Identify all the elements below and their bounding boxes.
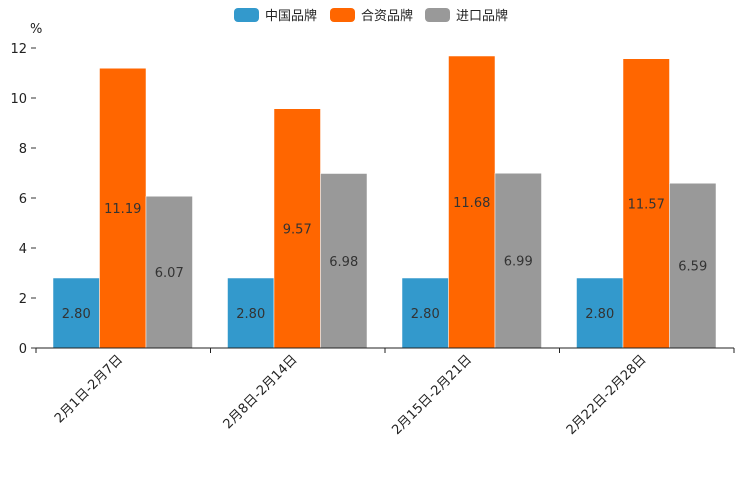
- x-tick-label-1: 2月1日-2月7日: [52, 352, 126, 426]
- legend-label-1: 中国品牌: [265, 8, 317, 24]
- x-axis: 2月1日-2月7日 2月8日-2月14日 2月15日-2月21日 2月22日-2月28…: [35, 347, 735, 438]
- y-axis: 0 2 4 6 8 10 12: [10, 42, 36, 357]
- legend-label-3: 进口品牌: [456, 8, 508, 24]
- x-tick-label-2: 2月8日-2月14日: [221, 352, 301, 432]
- data-label-1-1: 2.80: [62, 307, 91, 322]
- x-tick-label-3: 2月15日-2月21日: [389, 352, 475, 438]
- data-label-1-3: 2.80: [411, 307, 440, 322]
- legend-label-2: 合资品牌: [361, 8, 413, 24]
- data-label-3-2: 6.98: [329, 255, 358, 270]
- data-label-2-3: 11.68: [453, 196, 490, 211]
- y-tick-label-12: 12: [10, 42, 27, 57]
- bar-2-1[interactable]: [99, 68, 147, 349]
- legend-swatch-3[interactable]: [425, 8, 450, 22]
- bar-2-4[interactable]: [622, 58, 670, 349]
- bar-3-1[interactable]: [145, 196, 193, 349]
- y-tick-label-8: 8: [19, 142, 27, 157]
- data-label-3-1: 6.07: [155, 266, 184, 281]
- bar-1-4[interactable]: [576, 277, 624, 349]
- y-tick-label-2: 2: [19, 292, 27, 307]
- y-axis-unit-label: %: [30, 22, 42, 37]
- y-tick-label-0: 0: [19, 342, 27, 357]
- legend-swatch-2[interactable]: [330, 8, 355, 22]
- y-tick-label-6: 6: [19, 192, 27, 207]
- data-label-2-2: 9.57: [283, 222, 312, 237]
- y-tick-label-4: 4: [19, 242, 27, 257]
- data-label-1-4: 2.80: [585, 307, 614, 322]
- data-label-3-4: 6.59: [678, 260, 707, 275]
- bar-1-2[interactable]: [227, 277, 275, 349]
- data-label-1-2: 2.80: [236, 307, 265, 322]
- bar-3-2[interactable]: [320, 173, 368, 349]
- y-tick-label-10: 10: [10, 92, 27, 107]
- bars: 2.80 11.19 6.07 2.80 9.57 6.98 2.80 11.68 6.99 2.…: [52, 55, 717, 349]
- data-label-2-1: 11.19: [104, 202, 141, 217]
- bar-3-3[interactable]: [494, 173, 542, 349]
- data-label-3-3: 6.99: [504, 255, 533, 270]
- legend-swatch-1[interactable]: [234, 8, 259, 22]
- data-label-2-4: 11.57: [628, 197, 665, 212]
- x-tick-label-4: 2月22日-2月28日: [564, 352, 650, 438]
- bar-2-2[interactable]: [273, 108, 321, 349]
- bar-2-3[interactable]: [448, 55, 496, 349]
- bar-3-4[interactable]: [669, 183, 717, 349]
- legend: 中国品牌 合资品牌 进口品牌: [234, 8, 508, 24]
